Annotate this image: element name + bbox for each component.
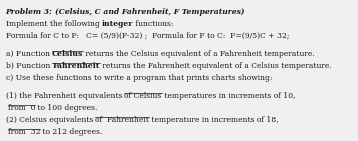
- Text: Problem 3:: Problem 3:: [6, 8, 55, 16]
- Text: c) Use these functions to write a program that prints charts showing:: c) Use these functions to write a progra…: [6, 74, 272, 82]
- Text: temperatures in increments of 10,: temperatures in increments of 10,: [162, 92, 295, 100]
- Text: temperature in increments of 18,: temperature in increments of 18,: [149, 116, 279, 124]
- Text: to 212 degrees.: to 212 degrees.: [40, 128, 103, 136]
- Text: Celsius: Celsius: [52, 50, 83, 58]
- Text: (1) the Fahrenheit equivalents: (1) the Fahrenheit equivalents: [6, 92, 125, 100]
- Text: of  Fahrenheit: of Fahrenheit: [95, 116, 149, 124]
- Text: Implement the following: Implement the following: [6, 20, 102, 28]
- Text: (Celsius, C and Fahrenheit, F Temperatures): (Celsius, C and Fahrenheit, F Temperatur…: [55, 8, 245, 16]
- Text: from  32: from 32: [8, 128, 40, 136]
- Text: returns the Celsius equivalent of a Fahrenheit temperature.: returns the Celsius equivalent of a Fahr…: [83, 50, 315, 58]
- Text: Formula for C to F:   C= (5/9)(F-32) ;  Formula for F to C:  F=(9/5)C + 32;: Formula for C to F: C= (5/9)(F-32) ; For…: [6, 32, 289, 40]
- Text: returns the Fahrenheit equivalent of a Celsius temperature.: returns the Fahrenheit equivalent of a C…: [100, 62, 332, 70]
- Text: to 100 degrees.: to 100 degrees.: [35, 104, 98, 112]
- Text: of Celsius: of Celsius: [125, 92, 162, 100]
- Text: integer: integer: [102, 20, 133, 28]
- Text: functions:: functions:: [133, 20, 174, 28]
- Text: (2) Celsius equivalents: (2) Celsius equivalents: [6, 116, 95, 124]
- Text: Fahrenheit: Fahrenheit: [52, 62, 100, 70]
- Text: a) Function: a) Function: [6, 50, 52, 58]
- Text: b) Function: b) Function: [6, 62, 52, 70]
- Text: from  0: from 0: [8, 104, 35, 112]
